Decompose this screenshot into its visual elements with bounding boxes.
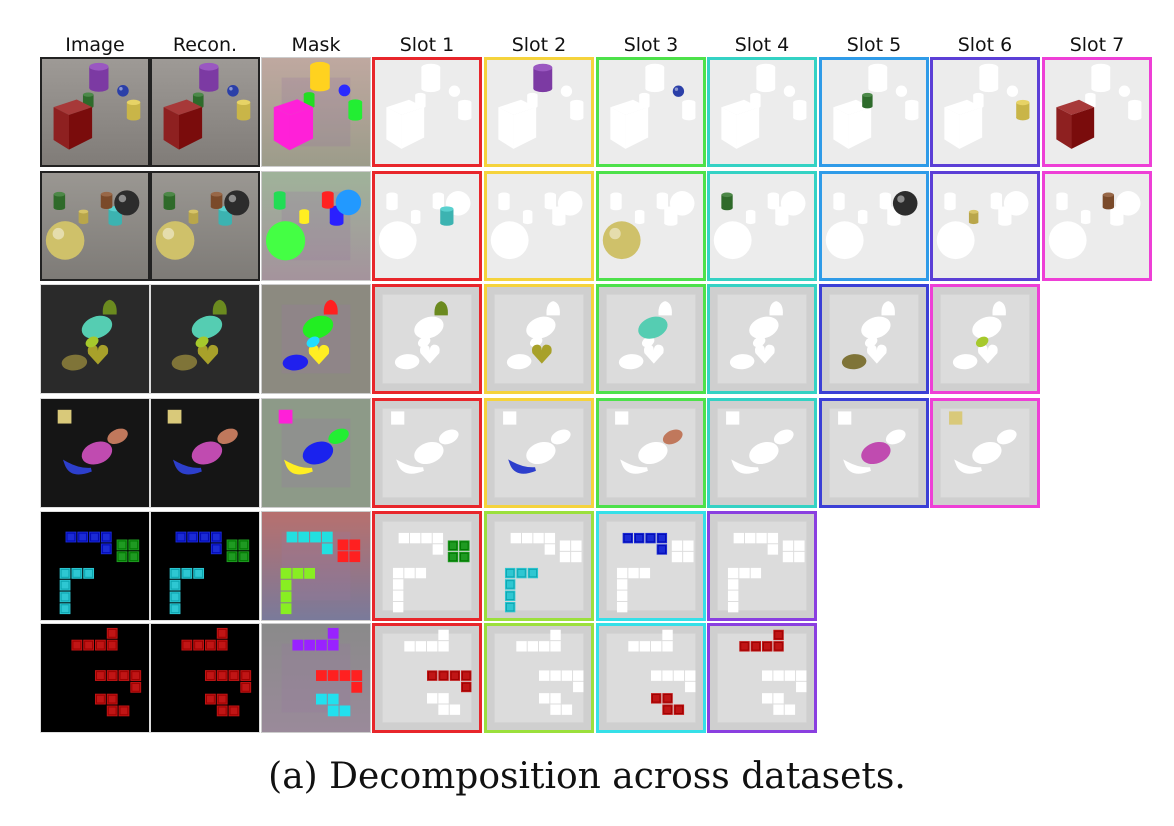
slot-2-image: [484, 284, 594, 394]
slot-7-image: [1042, 57, 1152, 167]
slot-2-image: [484, 511, 594, 621]
slot-3-image: [596, 57, 706, 167]
reconstruction-image: [150, 398, 260, 508]
slot-3-image: [596, 623, 706, 733]
slot-4-image: [707, 511, 817, 621]
slot-4-image: [707, 57, 817, 167]
slot-2-image: [484, 398, 594, 508]
reconstruction-image: [150, 57, 260, 167]
column-header: Image: [65, 34, 125, 56]
reconstruction-image: [150, 511, 260, 621]
slot-1-image: [372, 171, 482, 281]
slot-5-image: [819, 284, 929, 394]
figure-caption: (a) Decomposition across datasets.: [268, 756, 906, 797]
column-header: Slot 7: [1069, 34, 1125, 56]
slot-1-image: [372, 511, 482, 621]
slot-2-image: [484, 623, 594, 733]
slot-2-image: [484, 171, 594, 281]
reconstruction-image: [150, 171, 260, 281]
column-header: Slot 2: [511, 34, 567, 56]
mask-image: [261, 171, 371, 281]
slot-7-image: [1042, 171, 1152, 281]
scene-image: [40, 57, 150, 167]
scene-image: [40, 511, 150, 621]
scene-image: [40, 171, 150, 281]
mask-image: [261, 511, 371, 621]
mask-image: [261, 398, 371, 508]
slot-3-image: [596, 171, 706, 281]
slot-1-image: [372, 284, 482, 394]
scene-image: [40, 623, 150, 733]
mask-image: [261, 57, 371, 167]
slot-6-image: [930, 284, 1040, 394]
slot-6-image: [930, 171, 1040, 281]
column-header: Mask: [291, 34, 341, 56]
scene-image: [40, 398, 150, 508]
column-header: Recon.: [172, 34, 238, 56]
reconstruction-image: [150, 284, 260, 394]
slot-4-image: [707, 623, 817, 733]
slot-3-image: [596, 511, 706, 621]
slot-1-image: [372, 623, 482, 733]
column-header: Slot 6: [957, 34, 1013, 56]
slot-1-image: [372, 398, 482, 508]
scene-image: [40, 284, 150, 394]
column-header: Slot 1: [399, 34, 455, 56]
slot-4-image: [707, 398, 817, 508]
slot-6-image: [930, 398, 1040, 508]
column-header: Slot 5: [846, 34, 902, 56]
slot-1-image: [372, 57, 482, 167]
reconstruction-image: [150, 623, 260, 733]
column-header: Slot 4: [734, 34, 790, 56]
slot-6-image: [930, 57, 1040, 167]
column-header: Slot 3: [623, 34, 679, 56]
slot-3-image: [596, 284, 706, 394]
slot-5-image: [819, 398, 929, 508]
mask-image: [261, 623, 371, 733]
mask-image: [261, 284, 371, 394]
slot-4-image: [707, 171, 817, 281]
slot-2-image: [484, 57, 594, 167]
slot-5-image: [819, 57, 929, 167]
slot-5-image: [819, 171, 929, 281]
slot-4-image: [707, 284, 817, 394]
slot-3-image: [596, 398, 706, 508]
